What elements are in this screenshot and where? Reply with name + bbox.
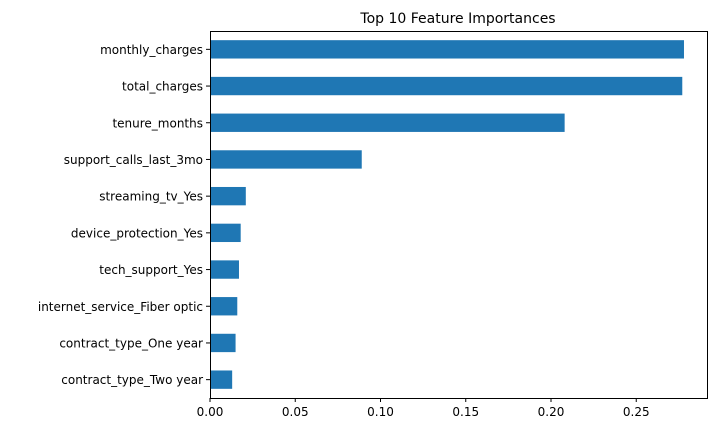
- bar: [210, 113, 565, 132]
- y-tick-label: tech_support_Yes: [99, 263, 203, 277]
- y-tick-label: support_calls_last_3mo: [64, 153, 203, 167]
- x-tick-label: 0.20: [538, 405, 565, 419]
- bar: [210, 260, 239, 279]
- y-tick-label: tenure_months: [112, 116, 203, 130]
- x-tick-label: 0.10: [367, 405, 394, 419]
- x-tick-label: 0.00: [197, 405, 224, 419]
- bar: [210, 150, 362, 169]
- bar: [210, 297, 238, 316]
- y-tick-label: contract_type_One year: [59, 336, 203, 350]
- chart-title: Top 10 Feature Importances: [359, 11, 555, 27]
- x-axis: 0.00 0.05 0.10 0.15 0.20 0.25: [197, 398, 650, 419]
- y-tick-label: monthly_charges: [100, 43, 203, 57]
- y-tick-label: contract_type_Two year: [61, 373, 203, 387]
- bars-group: [210, 40, 684, 389]
- y-tick-label: streaming_tv_Yes: [99, 190, 203, 204]
- bar: [210, 333, 236, 353]
- bar: [210, 223, 241, 243]
- bar: [210, 186, 246, 206]
- x-tick-label: 0.05: [282, 405, 309, 419]
- bar: [210, 76, 683, 96]
- y-tick-label: device_protection_Yes: [71, 226, 203, 240]
- plot-frame: [210, 31, 708, 399]
- x-tick-label: 0.15: [452, 405, 479, 419]
- bar: [210, 40, 684, 59]
- bar: [210, 370, 233, 389]
- y-tick-label: internet_service_Fiber optic: [38, 300, 203, 314]
- x-tick-label: 0.25: [623, 405, 650, 419]
- y-axis: monthly_charges total_charges tenure_month…: [38, 43, 210, 387]
- y-tick-label: total_charges: [122, 80, 203, 94]
